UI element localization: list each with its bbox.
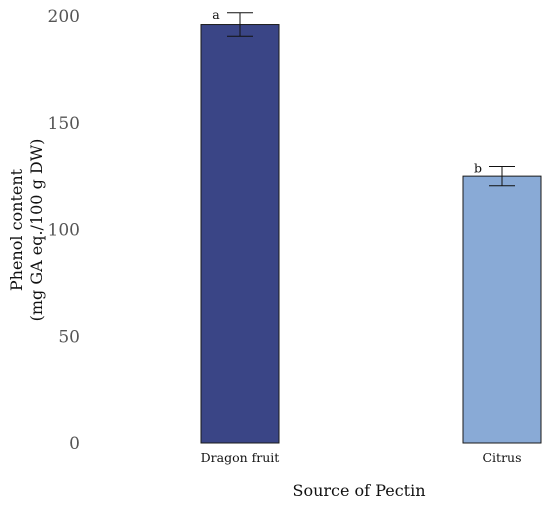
y-tick-label: 100: [48, 221, 80, 241]
error-bar: [489, 166, 515, 187]
significance-label: a: [212, 7, 220, 22]
y-axis-title-line1: Phenol content: [7, 168, 26, 291]
y-tick-label: 0: [69, 434, 80, 454]
category-label: Dragon fruit: [201, 450, 280, 465]
y-tick-label: 150: [48, 114, 80, 134]
significance-label: b: [474, 161, 482, 176]
bars: [200, 24, 542, 444]
y-tick-label: 200: [48, 7, 80, 27]
y-axis-ticks: 0 50 100 150 200: [48, 7, 80, 454]
y-axis-title: Phenol content (mg GA eq./100 g DW): [7, 139, 46, 322]
x-axis-title: Source of Pectin: [292, 481, 425, 500]
error-bar: [227, 12, 253, 37]
y-axis-title-line2: (mg GA eq./100 g DW): [27, 139, 46, 322]
category-label: Citrus: [482, 450, 521, 465]
y-tick-label: 50: [58, 327, 80, 347]
error-bars: [227, 12, 515, 187]
significance-labels: ab: [212, 7, 482, 176]
bar: [200, 24, 280, 444]
category-labels: Dragon fruit Citrus: [201, 450, 522, 465]
bar: [462, 175, 542, 444]
